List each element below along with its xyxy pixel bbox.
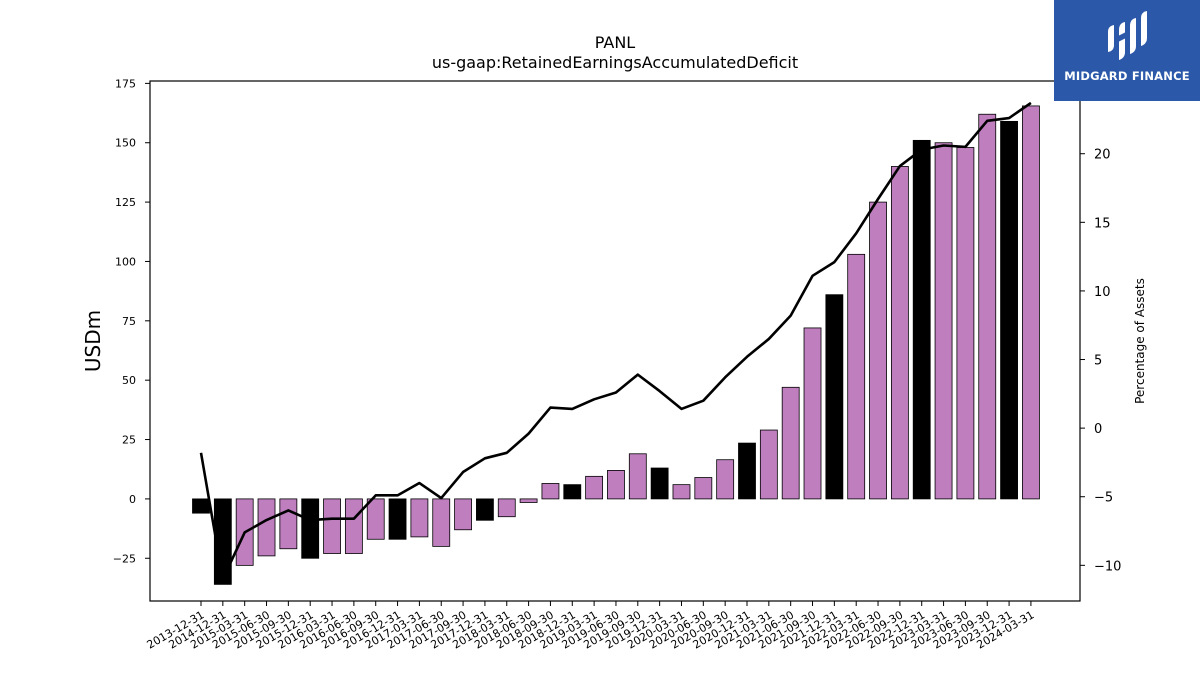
y-tick-label: −25 xyxy=(113,552,136,565)
y-tick-label: 0 xyxy=(129,493,136,506)
logo-text: MIDGARD FINANCE xyxy=(1064,69,1190,83)
bar-2016-09-30 xyxy=(366,498,385,540)
y-tick-label: 75 xyxy=(122,315,136,328)
y-tick-label: 100 xyxy=(115,255,136,268)
bar-2023-12-31 xyxy=(1000,120,1018,500)
bar-2019-12-31 xyxy=(650,467,669,500)
bar-2021-03-31 xyxy=(759,429,778,500)
bar-2017-12-31 xyxy=(476,498,494,521)
y-axis-right: −10 −5 0 5 10 15 20 xyxy=(1080,148,1121,574)
y-tick-label: 50 xyxy=(122,374,136,387)
bar-2016-12-31 xyxy=(388,498,407,540)
bar-2015-09-30 xyxy=(279,498,298,550)
bar-2020-03-31 xyxy=(672,484,691,500)
bar-2018-06-30 xyxy=(519,498,538,503)
bar-2015-06-30 xyxy=(257,498,276,557)
bar-series xyxy=(192,105,1040,585)
plot-frame xyxy=(149,80,1081,602)
brand-logo: MIDGARD FINANCE xyxy=(1054,0,1200,101)
bar-2024-03-31 xyxy=(1022,105,1040,500)
logo-mark-icon xyxy=(1108,11,1147,60)
y-axis-left: −25 0 25 50 75 100 125 150 175 xyxy=(113,77,150,565)
bar-2020-12-31 xyxy=(738,442,756,500)
bar-2019-09-30 xyxy=(628,453,647,500)
bar-2013-12-31 xyxy=(192,498,210,514)
bar-2019-03-31 xyxy=(585,475,604,500)
y2-tick-label: −5 xyxy=(1094,491,1113,506)
bar-2023-09-30 xyxy=(978,113,997,500)
bar-2018-12-31 xyxy=(563,484,582,500)
bar-2015-12-31 xyxy=(301,498,320,559)
bar-2022-06-30 xyxy=(869,201,887,500)
bar-2020-06-30 xyxy=(694,477,713,500)
bar-2022-09-30 xyxy=(890,166,909,500)
chart-title: PANL xyxy=(595,33,636,52)
bar-2017-03-31 xyxy=(410,498,429,538)
chart-subtitle: us-gaap:RetainedEarningsAccumulatedDefic… xyxy=(432,53,798,72)
line-percentage-of-assets xyxy=(199,101,1032,581)
y-tick-label: 175 xyxy=(115,77,136,90)
bar-2022-03-31 xyxy=(847,253,866,500)
bar-2021-09-30 xyxy=(803,327,822,500)
line-series xyxy=(199,101,1032,581)
bar-2019-06-30 xyxy=(607,470,625,500)
y-axis-label: USDm xyxy=(81,310,105,372)
y-tick-label: 150 xyxy=(115,137,136,150)
bar-2018-03-31 xyxy=(497,498,516,518)
bar-2023-03-31 xyxy=(934,142,953,500)
y2-tick-label: 5 xyxy=(1094,354,1102,369)
bar-2020-09-30 xyxy=(716,459,735,500)
y-tick-label: 25 xyxy=(122,434,136,447)
bar-2016-06-30 xyxy=(344,498,363,554)
bar-2016-03-31 xyxy=(323,498,341,554)
bar-2017-06-30 xyxy=(432,498,451,547)
x-axis: 2013-12-312014-12-312015-03-312015-06-30… xyxy=(145,601,1036,652)
y2-axis-label: Percentage of Assets xyxy=(1133,278,1147,404)
y2-tick-label: 15 xyxy=(1094,216,1111,231)
bar-2018-09-30 xyxy=(541,483,560,500)
y2-tick-label: 0 xyxy=(1094,422,1102,437)
y2-tick-label: 10 xyxy=(1094,285,1111,300)
y-tick-label: 125 xyxy=(115,196,136,209)
bar-2021-06-30 xyxy=(781,386,800,500)
bar-2021-12-31 xyxy=(825,294,844,500)
bar-2014-12-31 xyxy=(213,498,232,585)
bar-2022-12-31 xyxy=(912,139,931,500)
bar-2017-09-30 xyxy=(454,498,472,531)
bar-2023-06-30 xyxy=(956,147,975,500)
y2-tick-label: 20 xyxy=(1094,148,1111,163)
y2-tick-label: −10 xyxy=(1094,559,1121,574)
